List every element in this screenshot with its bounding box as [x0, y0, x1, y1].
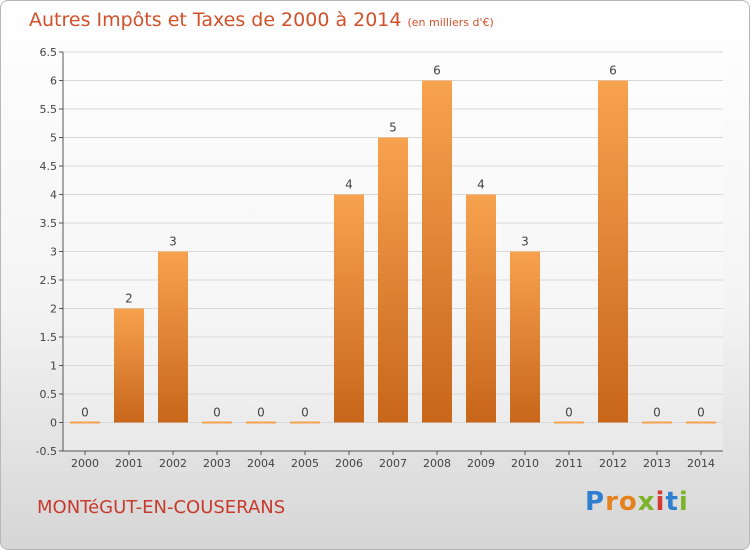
x-tick-label: 2008 [423, 457, 451, 470]
y-tick-label: 3.5 [40, 217, 58, 230]
data-label: 4 [345, 178, 353, 192]
data-label: 3 [521, 235, 529, 249]
y-tick-label: 3 [50, 246, 57, 259]
y-tick-label: 5.5 [40, 103, 58, 116]
y-tick-label: 4 [50, 189, 57, 202]
bar [114, 308, 144, 423]
x-tick-label: 2011 [555, 457, 583, 470]
x-tick-label: 2013 [643, 457, 671, 470]
y-tick-label: 2 [50, 303, 57, 316]
data-label: 3 [169, 235, 177, 249]
y-tick-label: 6.5 [40, 46, 58, 59]
x-tick-label: 2001 [115, 457, 143, 470]
y-tick-label: 1 [50, 360, 57, 373]
bar [598, 80, 628, 423]
chart-title: Autres Impôts et Taxes de 2000 à 2014 (en… [29, 9, 494, 31]
bar [246, 421, 276, 424]
data-label: 6 [433, 64, 441, 78]
bar [554, 421, 584, 424]
x-tick-label: 2002 [159, 457, 187, 470]
x-tick-label: 2010 [511, 457, 539, 470]
x-tick-label: 2009 [467, 457, 495, 470]
data-label: 4 [477, 178, 485, 192]
bar [642, 421, 672, 424]
bar [202, 421, 232, 424]
x-tick-label: 2012 [599, 457, 627, 470]
x-tick-label: 2004 [247, 457, 275, 470]
logo-letter: r [605, 487, 619, 517]
bar [158, 251, 188, 423]
data-label: 2 [125, 292, 133, 306]
bar [686, 421, 716, 424]
data-label: 0 [81, 406, 89, 420]
bar [290, 421, 320, 424]
proxiti-logo: Proxiti [585, 487, 689, 517]
data-label: 0 [697, 406, 705, 420]
bar [70, 421, 100, 424]
y-tick-label: 0.5 [40, 388, 58, 401]
logo-letter: i [655, 487, 666, 517]
data-label: 0 [301, 406, 309, 420]
commune-name: MONTéGUT-EN-COUSERANS [37, 497, 286, 518]
logo-letter: P [585, 487, 606, 517]
data-label: 5 [389, 121, 397, 135]
y-tick-label: 6 [50, 75, 57, 88]
bar [378, 137, 408, 423]
chart-title-text: Autres Impôts et Taxes de 2000 à 2014 [29, 9, 402, 31]
x-tick-label: 2000 [71, 457, 99, 470]
bar [466, 194, 496, 423]
bar [422, 80, 452, 423]
logo-letter: x [637, 487, 656, 517]
data-label: 6 [609, 64, 617, 78]
logo-letter: i [678, 487, 689, 517]
y-tick-label: 0 [50, 417, 57, 430]
y-tick-label: 5 [50, 132, 57, 145]
x-tick-label: 2005 [291, 457, 319, 470]
x-tick-label: 2007 [379, 457, 407, 470]
x-tick-label: 2003 [203, 457, 231, 470]
logo-letter: t [665, 487, 679, 517]
chart-unit: (en milliers d'€) [407, 16, 494, 29]
data-label: 0 [653, 406, 661, 420]
bar [334, 194, 364, 423]
data-label: 0 [257, 406, 265, 420]
data-label: 0 [565, 406, 573, 420]
x-tick-label: 2006 [335, 457, 363, 470]
x-tick-label: 2014 [687, 457, 715, 470]
bar [510, 251, 540, 423]
y-tick-label: -0.5 [36, 445, 57, 458]
y-tick-label: 2.5 [40, 274, 58, 287]
y-tick-label: 4.5 [40, 160, 58, 173]
data-label: 0 [213, 406, 221, 420]
y-tick-label: 1.5 [40, 331, 58, 344]
logo-letter: o [618, 487, 638, 517]
